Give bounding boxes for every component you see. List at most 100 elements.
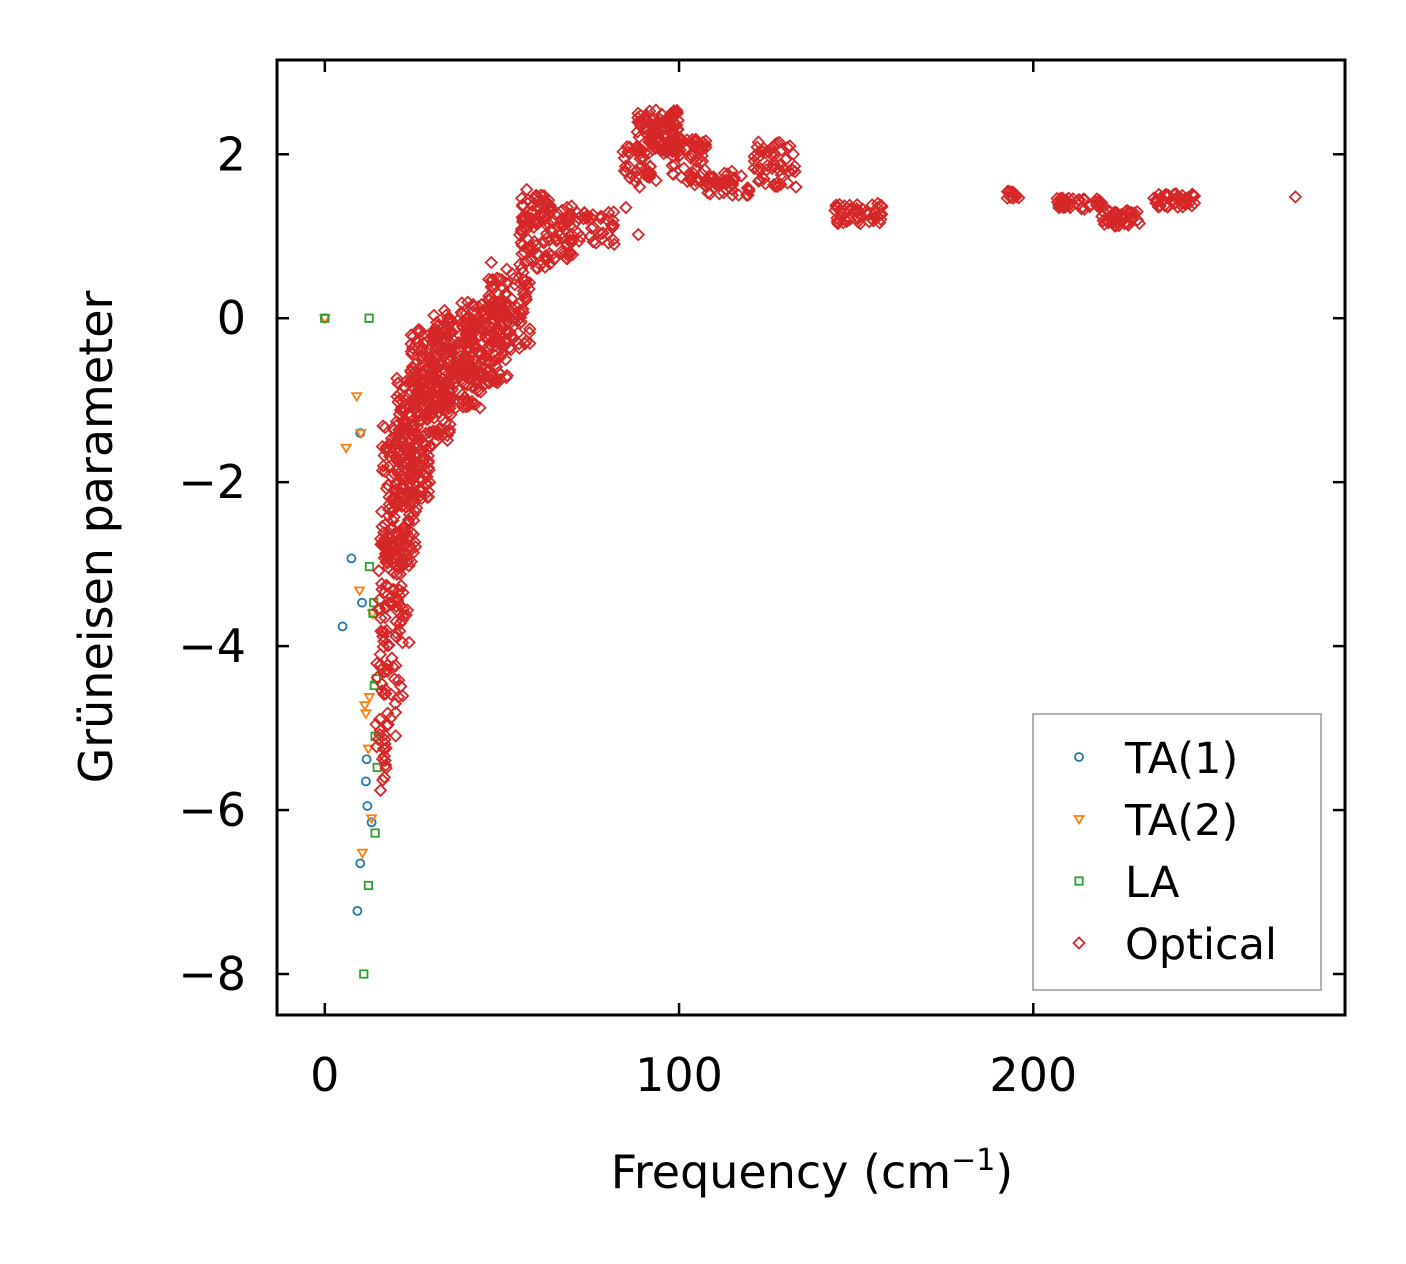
point-optical [406,373,421,388]
point-optical [783,139,797,153]
point-optical [687,147,701,161]
point-optical [386,513,400,528]
point-optical [772,163,787,178]
point-optical [559,213,573,228]
point-optical [419,465,433,479]
plot-frame [275,58,1347,1017]
point-optical [862,214,877,229]
point-optical [616,144,630,159]
point-optical [380,556,395,570]
point-optical [871,196,885,211]
point-optical [640,163,655,178]
point-ta-2 [354,429,368,440]
point-optical [455,296,469,310]
point-optical [544,249,558,263]
point-optical [418,476,433,491]
point-optical [436,412,450,427]
point-optical [373,647,388,662]
point-ta-1 [366,817,377,828]
point-optical [1063,196,1077,211]
point-optical [617,164,632,178]
y-tick-label: 2 [217,127,246,181]
point-optical [530,246,545,261]
point-optical [378,682,393,697]
point-optical [415,455,430,469]
point-optical [388,696,403,711]
point-ta-2 [350,392,363,403]
point-optical [563,233,577,247]
point-optical [399,470,414,484]
point-optical [431,335,445,350]
point-optical [454,305,469,319]
point-optical [685,132,700,147]
point-optical [537,236,551,250]
point-optical [693,155,708,170]
point-optical [422,430,437,445]
point-ta-1 [352,905,363,916]
point-optical [539,226,554,241]
point-optical [680,174,695,189]
point-optical [409,397,423,412]
point-optical [532,201,546,215]
point-optical [701,175,716,190]
point-optical [516,272,530,287]
point-optical [375,519,389,534]
point-optical [378,610,392,625]
point-optical [473,401,487,415]
point-optical [670,103,684,118]
point-optical [461,357,475,372]
point-ta-2 [363,693,376,704]
point-optical [493,372,508,387]
point-optical [1050,191,1064,206]
point-optical [751,135,766,149]
point-optical [375,773,390,787]
point-optical [513,316,527,331]
point-ta-1 [355,858,366,869]
point-optical [440,428,455,443]
point-optical [481,333,495,347]
point-optical [404,344,419,359]
point-optical [391,673,406,687]
point-optical [549,234,564,248]
point-optical [501,315,515,329]
point-optical [673,143,687,157]
point-optical [741,188,755,202]
point-optical [412,483,427,498]
point-optical [496,281,511,295]
point-optical [851,204,865,218]
point-optical [389,599,404,614]
point-optical [395,553,410,568]
point-optical [496,293,511,308]
point-optical [596,226,610,240]
point-optical [606,205,621,219]
point-optical [834,210,848,224]
point-optical [445,390,460,405]
point-ta-1 [361,776,371,787]
point-optical [388,526,402,541]
point-optical [401,554,415,569]
point-optical [677,161,691,175]
point-optical [540,250,554,264]
point-optical [380,664,395,679]
point-optical [454,336,468,350]
point-optical [530,261,545,276]
point-optical [373,783,388,798]
point-optical [725,164,739,179]
point-optical [372,712,387,727]
point-optical [534,188,548,203]
point-optical [1167,187,1181,201]
point-optical [665,158,679,173]
point-optical [442,389,457,404]
y-tick-label: −4 [178,619,246,673]
point-optical [703,170,717,185]
point-optical [425,384,439,398]
point-optical [388,729,403,743]
point-optical [387,510,401,524]
point-optical [453,328,467,343]
point-optical [593,226,608,241]
axis-ticks [277,60,1345,1015]
point-optical [770,179,785,194]
point-optical [471,300,485,314]
point-optical [371,564,386,578]
point-la [364,562,375,572]
